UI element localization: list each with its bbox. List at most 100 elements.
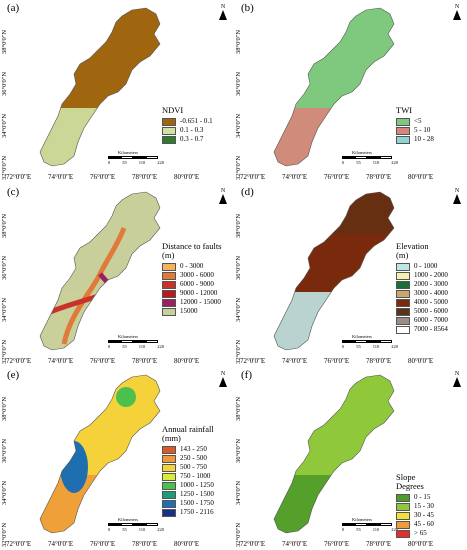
region-outline: [39, 191, 161, 351]
x-tick-label: 80°0'0"E: [174, 357, 200, 365]
legend-swatch: [162, 117, 176, 126]
y-tick-label: 34°0'0"N: [235, 297, 242, 322]
legend: Elevation (m) 0 - 1000 1000 - 2000 2000 - 3…: [396, 242, 448, 334]
legend-label: 6000 - 9000: [180, 280, 214, 288]
legend-item: 2000 - 3000: [396, 280, 448, 289]
north-label: N: [454, 188, 460, 194]
x-tick-label: 76°0'0"E: [90, 173, 116, 181]
panel-label: (d): [241, 186, 254, 198]
scale-bar: Kilometers 0 55 110 220: [342, 517, 398, 532]
legend-swatch: [162, 307, 176, 316]
legend-label: 12000 - 15000: [180, 298, 221, 306]
legend-label: 250 - 500: [180, 454, 207, 462]
legend-swatch: [162, 463, 176, 472]
legend-item: 1250 - 1500: [162, 490, 214, 499]
y-tick-label: 34°0'0"N: [1, 480, 8, 505]
y-tick-label: 38°0'0"N: [235, 396, 242, 421]
fault-buffer: [98, 272, 132, 306]
scale-title: Kilometers: [118, 517, 138, 522]
north-label: N: [220, 4, 226, 10]
x-tick-label: 76°0'0"E: [324, 540, 350, 548]
x-tick-label: 76°0'0"E: [324, 173, 350, 181]
y-tick-label: 34°0'0"N: [235, 113, 242, 138]
scale-title: Kilometers: [118, 334, 138, 339]
panel-label: (e): [7, 369, 20, 381]
high-elevation-zone: [334, 194, 394, 234]
scale-tick: 55: [356, 160, 361, 165]
y-tick-label: 36°0'0"N: [235, 255, 242, 280]
region-south-fill: [40, 475, 120, 533]
legend-item: 500 - 750: [162, 463, 214, 472]
legend-swatch: [162, 508, 176, 517]
scale-tick: 220: [391, 344, 398, 349]
legend-item: 750 - 1000: [162, 472, 214, 481]
legend-title: TWI: [396, 105, 413, 115]
legend-item: 0.1 - 0.3: [162, 126, 213, 135]
x-tick-label: 72°0'0"E: [240, 357, 266, 365]
legend-label: 7000 - 8564: [414, 325, 448, 333]
legend-swatch: [396, 493, 410, 502]
legend-item: -0.651 - 0.1: [162, 117, 213, 126]
legend-swatch: [162, 445, 176, 454]
legend-swatch: [396, 316, 410, 325]
region-outline: [273, 191, 395, 351]
legend-label: 10 - 28: [414, 135, 434, 143]
scale-tick: 0: [342, 344, 345, 349]
legend-swatch: [162, 298, 176, 307]
legend-item: 15000: [162, 307, 221, 316]
panel-label: (b): [241, 2, 254, 14]
legend-label: 4000 - 5000: [414, 298, 448, 306]
legend-label: 1500 - 1750: [180, 499, 214, 507]
legend-swatch: [162, 135, 176, 144]
scale-tick: 220: [157, 527, 164, 532]
map-panel-c: (c) N 32°0'0"N 34°0'0"N 36°0'0"N 38°0'0"N 72°0…: [0, 184, 233, 367]
scale-bar: Kilometers 0 55 110 220: [108, 334, 164, 349]
north-label: N: [454, 371, 460, 377]
legend-label: 1750 - 2116: [180, 508, 214, 516]
map-svg: [273, 191, 395, 351]
x-tick-label: 76°0'0"E: [90, 357, 116, 365]
map-svg: [273, 374, 395, 534]
legend-swatch: [162, 289, 176, 298]
legend-label: 45 - 60: [414, 520, 434, 528]
north-arrow-icon: N: [219, 371, 227, 387]
legend-label: 143 - 250: [180, 445, 207, 453]
legend-swatch: [396, 529, 410, 538]
x-tick-label: 74°0'0"E: [48, 540, 74, 548]
legend-label: 15 - 30: [414, 502, 434, 510]
region-south-fill: [40, 108, 120, 166]
x-tick-label: 80°0'0"E: [408, 173, 434, 181]
legend-label: 5000 - 6000: [414, 307, 448, 315]
legend-swatch: [396, 280, 410, 289]
x-tick-label: 74°0'0"E: [48, 357, 74, 365]
y-tick-label: 36°0'0"N: [235, 438, 242, 463]
legend-swatch: [396, 135, 410, 144]
scale-tick: 110: [138, 527, 146, 532]
legend-swatch: [396, 307, 410, 316]
map-svg: [39, 7, 161, 167]
legend-label: 1000 - 2000: [414, 271, 448, 279]
legend-item: 5000 - 6000: [396, 307, 448, 316]
x-tick-label: 78°0'0"E: [132, 173, 158, 181]
scale-bar: Kilometers 0 55 110 220: [108, 150, 164, 165]
legend-label: 0 - 15: [414, 493, 431, 501]
scale-tick: 0: [108, 160, 111, 165]
north-arrow-icon: N: [219, 4, 227, 20]
legend-swatch: [162, 499, 176, 508]
legend-swatch: [396, 262, 410, 271]
scale-title: Kilometers: [118, 150, 138, 155]
x-tick-label: 78°0'0"E: [132, 540, 158, 548]
rainfall-zone: [116, 387, 136, 407]
scale-tick: 110: [372, 527, 380, 532]
scale-tick: 220: [157, 160, 164, 165]
scale-title: Kilometers: [352, 150, 372, 155]
x-tick-label: 74°0'0"E: [48, 173, 74, 181]
scale-tick: 55: [122, 344, 127, 349]
legend-label: 6000 - 7000: [414, 316, 448, 324]
map-svg: [39, 374, 161, 534]
map-panel-d: (d) N 32°0'0"N 34°0'0"N 36°0'0"N 38°0'0"N 72°0…: [234, 184, 467, 367]
legend-swatch: [396, 289, 410, 298]
y-tick-label: 34°0'0"N: [1, 297, 8, 322]
legend-item: 10 - 28: [396, 135, 434, 144]
scale-tick: 55: [122, 160, 127, 165]
